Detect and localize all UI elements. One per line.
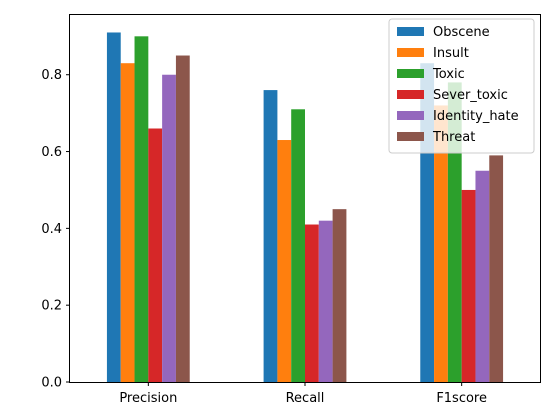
y-tick-label: 0.6 xyxy=(41,145,62,160)
bar-toxic-recall xyxy=(291,109,305,382)
bar-threat-recall xyxy=(332,209,347,382)
bar-sever-toxic-recall xyxy=(305,224,319,382)
y-tick-label: 0.2 xyxy=(41,299,62,314)
bar-insult-recall xyxy=(277,140,292,382)
bar-obscene-recall xyxy=(263,90,278,382)
y-tick-label: 0.8 xyxy=(41,68,62,83)
legend-label-toxic: Toxic xyxy=(432,67,465,82)
legend-label-insult: Insult xyxy=(433,46,469,61)
bar-toxic-precision xyxy=(134,36,149,382)
legend-swatch-toxic xyxy=(397,69,424,78)
legend: Obscene Insult Toxic Sever_toxic Identity_ha… xyxy=(388,18,535,154)
legend-swatch-insult xyxy=(397,48,424,57)
x-tick-label: F1score xyxy=(436,391,487,406)
bar-threat-precision xyxy=(175,55,190,383)
x-tick-label: Recall xyxy=(286,391,325,406)
legend-label-threat: Threat xyxy=(432,130,475,145)
bar-insult-f1score xyxy=(434,105,448,382)
plot-frame xyxy=(69,14,541,383)
ticks-layer: Precision Recall F1score 0.0 0.2 0.4 0.6 0.8 xyxy=(41,68,487,406)
legend-box xyxy=(388,18,535,154)
legend-swatch-identity-hate xyxy=(397,111,424,120)
bar-insult-precision xyxy=(120,63,135,382)
x-tick-label: Precision xyxy=(119,391,177,406)
legend-label-identity-hate: Identity_hate xyxy=(433,109,519,124)
legend-swatch-sever-toxic xyxy=(397,90,424,99)
bar-obscene-precision xyxy=(106,32,121,382)
legend-label-obscene: Obscene xyxy=(433,25,490,40)
legend-swatch-threat xyxy=(397,132,424,141)
y-tick-label: 0.4 xyxy=(41,222,62,237)
bar-sever-toxic-f1score xyxy=(461,189,476,382)
bar-threat-f1score xyxy=(489,155,504,382)
bar-toxic-f1score xyxy=(447,82,462,382)
legend-label-sever-toxic: Sever_toxic xyxy=(433,88,508,103)
bars-layer xyxy=(106,32,504,383)
legend-swatch-obscene xyxy=(397,27,424,36)
bar-identity-hate-f1score xyxy=(475,170,490,382)
bar-identity-hate-precision xyxy=(162,74,176,382)
bar-sever-toxic-precision xyxy=(148,128,163,382)
y-tick-label: 0.0 xyxy=(41,376,62,391)
bar-identity-hate-recall xyxy=(318,220,333,382)
